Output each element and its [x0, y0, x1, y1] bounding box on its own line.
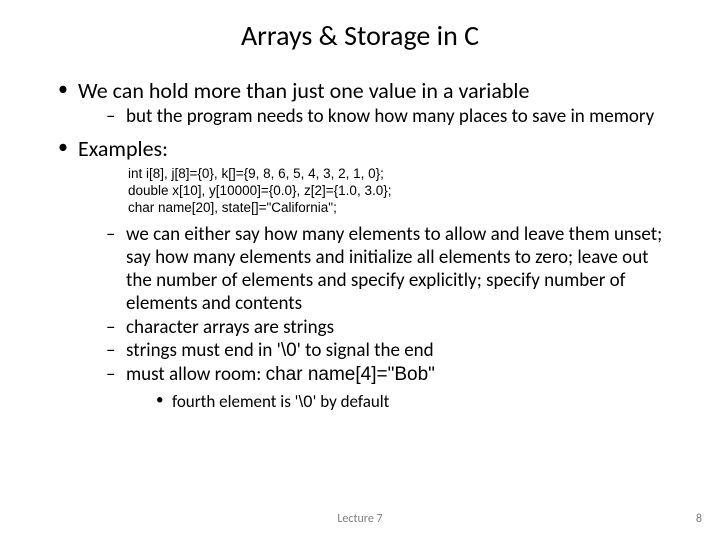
bullet-1-sub-1: but the program needs to know how many p… — [106, 106, 672, 129]
explain-1: we can either say how many elements to a… — [106, 224, 672, 315]
explain-3: strings must end in '\0' to signal the e… — [106, 340, 672, 363]
explain-4-sub-a: fourth element is ' — [172, 391, 298, 412]
explain-3-c: ' to signal the end — [297, 339, 434, 362]
bullet-2-sublist: we can either say how many elements to a… — [78, 224, 672, 412]
code-line-2: double x[10], y[10000]={0.0}, z[2]={1.0,… — [128, 183, 391, 198]
bullet-list: We can hold more than just one value in … — [48, 77, 672, 412]
slide-title: Arrays & Storage in C — [48, 18, 672, 53]
explain-4-code: char name[4]="Bob" — [266, 364, 435, 385]
explain-4: must allow room: char name[4]="Bob" four… — [106, 364, 672, 412]
explain-4-sublist: fourth element is '\0' by default — [126, 391, 672, 412]
code-line-1: int i[8], j[8]={0}, k[]={9, 8, 6, 5, 4, … — [128, 166, 384, 181]
explain-3-code: \0 — [281, 340, 297, 361]
bullet-1-text: We can hold more than just one value in … — [78, 77, 529, 104]
explain-4-sub: fourth element is '\0' by default — [154, 391, 672, 412]
bullet-2-text: Examples: — [78, 135, 168, 162]
bullet-1-sublist: but the program needs to know how many p… — [78, 106, 672, 129]
code-example: int i[8], j[8]={0}, k[]={9, 8, 6, 5, 4, … — [78, 166, 672, 217]
footer-page-number: 8 — [696, 512, 702, 526]
slide-container: Arrays & Storage in C We can hold more t… — [0, 0, 720, 540]
bullet-1: We can hold more than just one value in … — [56, 77, 672, 129]
explain-4-sub-c: ' by default — [313, 391, 390, 412]
footer-lecture: Lecture 7 — [0, 512, 720, 526]
explain-3-a: strings must end in ' — [126, 339, 281, 362]
explain-4-sub-code: \0 — [298, 392, 312, 411]
bullet-2: Examples: int i[8], j[8]={0}, k[]={9, 8,… — [56, 135, 672, 412]
explain-4-a: must allow room: — [126, 363, 266, 386]
code-line-3: char name[20], state[]="California"; — [128, 200, 337, 215]
explain-2: character arrays are strings — [106, 317, 672, 340]
